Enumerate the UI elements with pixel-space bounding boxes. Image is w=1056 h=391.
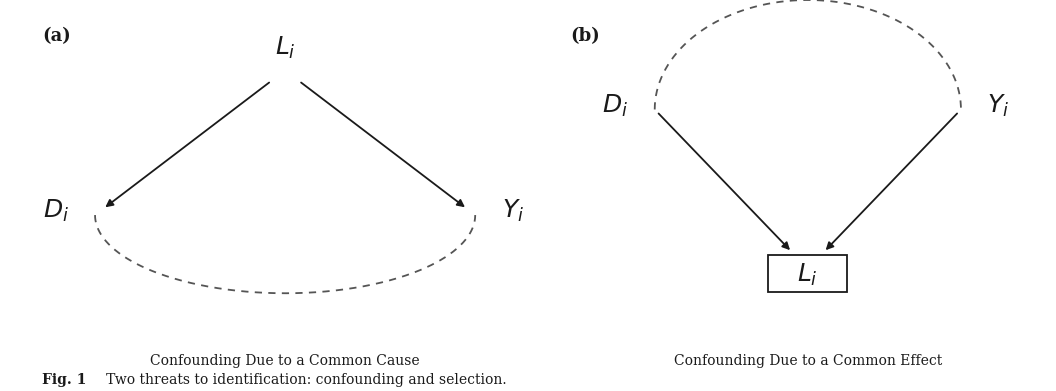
Text: (b): (b) (570, 27, 600, 45)
Text: $Y_i$: $Y_i$ (502, 198, 524, 224)
Text: Fig. 1: Fig. 1 (42, 373, 87, 387)
Text: $D_i$: $D_i$ (42, 198, 69, 224)
Text: Confounding Due to a Common Effect: Confounding Due to a Common Effect (674, 353, 942, 368)
FancyBboxPatch shape (769, 255, 847, 292)
Text: $L_i$: $L_i$ (797, 262, 818, 289)
Text: Two threats to identification: confounding and selection.: Two threats to identification: confoundi… (93, 373, 507, 387)
Text: $Y_i$: $Y_i$ (987, 92, 1010, 119)
Text: (a): (a) (42, 27, 71, 45)
Text: Confounding Due to a Common Cause: Confounding Due to a Common Cause (150, 353, 420, 368)
Text: $D_i$: $D_i$ (602, 92, 628, 119)
Text: $L_i$: $L_i$ (275, 34, 296, 61)
